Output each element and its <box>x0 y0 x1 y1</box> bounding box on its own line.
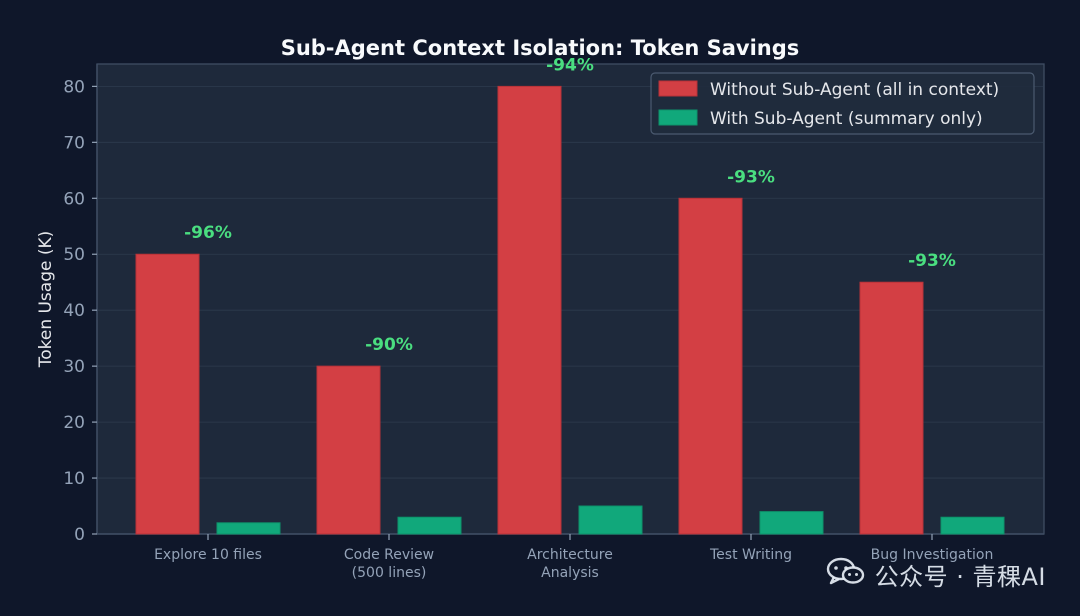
y-tick-label: 10 <box>63 469 85 489</box>
savings-annotation: -93% <box>908 251 956 271</box>
y-tick-label: 30 <box>63 357 85 377</box>
x-tick-label: Test Writing <box>709 547 792 563</box>
legend-box <box>650 72 1035 135</box>
bar-without-sub-agent <box>135 253 200 535</box>
bar-with-sub-agent <box>216 522 281 535</box>
legend-swatch-without-sub-agent <box>658 80 698 97</box>
bar-with-sub-agent <box>397 516 462 535</box>
y-tick-label: 20 <box>63 413 85 433</box>
savings-annotation: -93% <box>727 167 775 187</box>
x-tick-label: Analysis <box>541 565 599 581</box>
y-tick-label: 70 <box>63 133 85 153</box>
bar-without-sub-agent <box>316 365 381 535</box>
y-tick-label: 40 <box>63 301 85 321</box>
wechat-icon <box>825 556 867 592</box>
x-tick-label: Bug Investigation <box>871 547 994 563</box>
x-tick-label: Explore 10 files <box>154 547 262 563</box>
savings-annotation: -94% <box>546 55 594 75</box>
y-tick-label: 50 <box>63 245 85 265</box>
watermark: 公众号 · 青稞AI <box>825 556 1046 592</box>
watermark-text: 公众号 · 青稞AI <box>874 562 1046 591</box>
bar-without-sub-agent <box>497 85 562 535</box>
legend-label-with-sub-agent: With Sub-Agent (summary only) <box>710 109 983 129</box>
bar-with-sub-agent <box>940 516 1005 535</box>
x-tick-label: Architecture <box>527 547 613 563</box>
x-tick-label: (500 lines) <box>352 565 427 581</box>
savings-annotation: -96% <box>184 223 232 243</box>
y-axis-label: Token Usage (K) <box>36 231 56 369</box>
x-tick-label: Code Review <box>344 547 434 563</box>
chart-title: Sub-Agent Context Isolation: Token Savin… <box>281 36 800 60</box>
bar-with-sub-agent <box>578 505 643 535</box>
legend-swatch-with-sub-agent <box>658 109 698 126</box>
y-tick-label: 60 <box>63 189 85 209</box>
savings-annotation: -90% <box>365 335 413 355</box>
bar-without-sub-agent <box>678 197 743 535</box>
y-tick-label: 80 <box>63 77 85 97</box>
bar-without-sub-agent <box>859 281 924 535</box>
bar-with-sub-agent <box>759 511 824 535</box>
legend-label-without-sub-agent: Without Sub-Agent (all in context) <box>710 80 999 100</box>
y-tick-label: 0 <box>74 525 85 545</box>
